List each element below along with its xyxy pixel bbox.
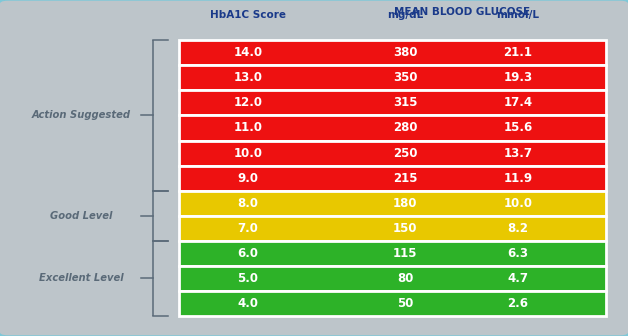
Text: 13.0: 13.0 (234, 71, 263, 84)
Text: 380: 380 (392, 46, 418, 59)
Text: 8.0: 8.0 (237, 197, 259, 210)
Text: Action Suggested: Action Suggested (32, 111, 131, 121)
Bar (179, 166, 606, 191)
Bar (179, 40, 606, 66)
Text: 180: 180 (392, 197, 418, 210)
Text: 250: 250 (392, 146, 418, 160)
Text: 21.1: 21.1 (504, 46, 533, 59)
Text: 10.0: 10.0 (504, 197, 533, 210)
Text: 4.0: 4.0 (237, 297, 259, 310)
Text: mg/dL: mg/dL (387, 10, 423, 20)
Text: 15.6: 15.6 (504, 122, 533, 134)
Bar (179, 241, 606, 266)
Text: 115: 115 (392, 247, 418, 260)
Text: 280: 280 (392, 122, 418, 134)
Text: 6.0: 6.0 (237, 247, 259, 260)
Bar (179, 291, 606, 316)
Text: 14.0: 14.0 (234, 46, 263, 59)
Text: 315: 315 (392, 96, 418, 110)
Text: 9.0: 9.0 (237, 172, 259, 184)
Text: 17.4: 17.4 (504, 96, 533, 110)
Text: Good Level: Good Level (50, 211, 113, 221)
Text: 50: 50 (397, 297, 413, 310)
Bar (179, 66, 606, 90)
Text: 215: 215 (392, 172, 418, 184)
Text: 19.3: 19.3 (504, 71, 533, 84)
Bar (179, 140, 606, 166)
Text: 11.9: 11.9 (504, 172, 533, 184)
Text: 350: 350 (392, 71, 418, 84)
Text: HbA1C Score: HbA1C Score (210, 10, 286, 20)
Text: 80: 80 (397, 272, 413, 285)
Text: 13.7: 13.7 (504, 146, 533, 160)
Text: 2.6: 2.6 (507, 297, 529, 310)
Text: 150: 150 (392, 222, 418, 235)
Text: 7.0: 7.0 (237, 222, 259, 235)
Bar (179, 90, 606, 116)
Text: 12.0: 12.0 (234, 96, 263, 110)
Text: Excellent Level: Excellent Level (40, 273, 124, 283)
Text: 8.2: 8.2 (507, 222, 529, 235)
Text: 6.3: 6.3 (507, 247, 529, 260)
Bar (179, 191, 606, 216)
Text: mmol/L: mmol/L (497, 10, 539, 20)
Text: 4.7: 4.7 (507, 272, 529, 285)
Text: 10.0: 10.0 (234, 146, 263, 160)
Bar (179, 216, 606, 241)
Bar (179, 266, 606, 291)
Text: 5.0: 5.0 (237, 272, 259, 285)
Text: MEAN BLOOD GLUCOSE: MEAN BLOOD GLUCOSE (394, 7, 529, 17)
Bar (179, 40, 606, 316)
Text: 11.0: 11.0 (234, 122, 263, 134)
Bar (179, 116, 606, 140)
